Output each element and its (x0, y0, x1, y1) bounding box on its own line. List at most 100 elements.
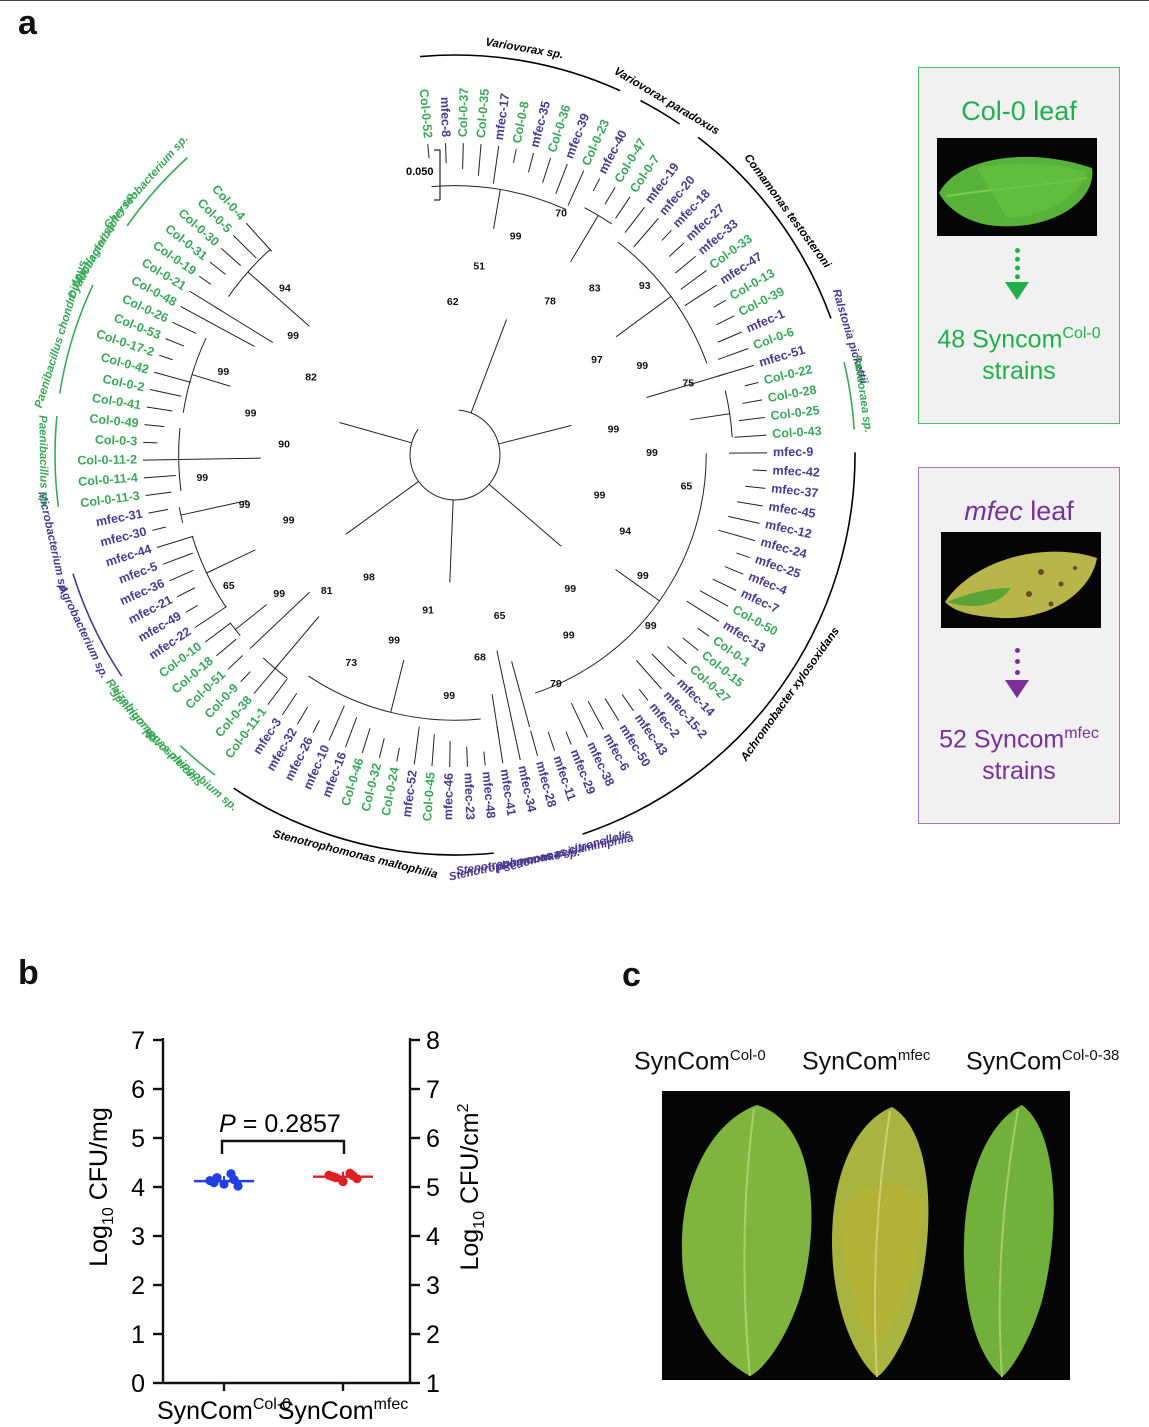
mfec-leaf-box: mfec leaf 52 Syncommfec strains (918, 467, 1120, 824)
tree-terminal-branch (204, 622, 232, 643)
tree-terminal-branch (567, 170, 585, 206)
tree-terminal-branch (209, 261, 226, 275)
tree-terminal-branch (570, 702, 588, 738)
bootstrap-value: 99 (196, 472, 208, 484)
tree-internal-branch (570, 215, 599, 262)
tree-root-branch (339, 422, 412, 444)
tree-terminal-branch (547, 731, 556, 751)
y-tick-label-left: 6 (131, 1076, 145, 1104)
bootstrap-value: 82 (305, 372, 317, 384)
tree-terminal-branch (716, 315, 735, 326)
tree-terminal-branch (724, 566, 744, 575)
tree-leaf-label: Col-0-28 (767, 383, 818, 405)
mfec-leaf-photo (941, 532, 1101, 628)
tree-terminal-branch (661, 229, 672, 241)
tree-internal-arc (182, 337, 207, 413)
tree-terminal-branch (445, 143, 447, 164)
clade-bracket (420, 54, 621, 92)
bootstrap-value: 94 (619, 526, 631, 538)
bootstrap-value: 99 (636, 360, 648, 372)
bootstrap-value: 51 (473, 261, 485, 273)
tree-leaf-label: Col-0-11-4 (78, 471, 139, 489)
clade-bracket (640, 99, 681, 125)
tree-terminal-branch (604, 698, 620, 721)
tree-root-branch (488, 483, 562, 547)
tree-branches (143, 143, 767, 767)
tree-terminal-branch (413, 726, 420, 765)
col0-syncom-count: 48 SyncomCol-0 strains (937, 325, 1101, 386)
tree-terminal-branch (233, 235, 257, 259)
bootstrap-value: 62 (447, 296, 459, 308)
tree-terminal-branch (483, 751, 486, 766)
tree-terminal-branch (542, 157, 552, 183)
tree-terminal-branch (745, 485, 766, 489)
tree-terminal-branch (154, 371, 191, 383)
tree-terminal-branch (752, 469, 767, 472)
tree-terminal-branch (736, 552, 750, 559)
tree-terminal-branch (345, 717, 358, 748)
data-point (328, 1172, 338, 1182)
tree-terminal-branch (712, 578, 737, 591)
tree-leaf-label: Col-0-43 (772, 424, 822, 441)
tree-leaf-label: mfec-37 (771, 481, 820, 500)
bootstrap-value: 99 (608, 424, 620, 436)
tree-terminal-branch (624, 206, 645, 233)
p-value-annotation: P = 0.2857 (219, 1110, 346, 1154)
clade-bracket (697, 136, 832, 319)
scale-bar: 0.050 (406, 149, 441, 201)
tree-leaf-label: Col-0-2 (101, 372, 145, 395)
y-tick-label-right: 6 (426, 1125, 440, 1153)
tree-internal-arc (584, 207, 613, 225)
tree-terminal-branch (296, 706, 308, 725)
clade-bracket (72, 573, 123, 677)
tree-leaf-label: mfec-45 (768, 499, 817, 521)
y-tick-label-left: 4 (131, 1174, 145, 1202)
col0-arrowhead-icon (1005, 282, 1029, 300)
y-tick-label-right: 5 (426, 1174, 440, 1202)
tree-terminal-branch (615, 196, 631, 219)
bootstrap-value: 99 (564, 583, 576, 595)
c-label-col0-38: SynComCol-0-38 (966, 1047, 1120, 1076)
tree-root-branch (345, 481, 419, 535)
bootstrap-value: 99 (273, 588, 285, 600)
tree-leaf-label: Col-0-3 (95, 433, 138, 449)
tree-internal-branch (206, 320, 255, 347)
y-tick-label-right: 3 (426, 1272, 440, 1300)
tree-terminal-branch (194, 606, 227, 628)
tree-terminal-branch (604, 186, 616, 205)
tree-internal-arc (262, 657, 288, 679)
tree-leaf-label: Col-0-11-3 (79, 489, 140, 511)
y-tick-label-right: 2 (426, 1321, 440, 1349)
tree-terminal-branch (718, 529, 756, 542)
tree-terminal-branch (144, 424, 165, 428)
tree-terminal-branch (713, 299, 727, 308)
tree-terminal-branch (592, 178, 601, 192)
tree-leaf-label: mfec-17 (492, 92, 512, 141)
tree-root-arc (409, 409, 501, 501)
tree-terminal-branch (684, 284, 717, 307)
tree-terminal-branch (742, 399, 763, 404)
mfec-box-title: mfec leaf (964, 496, 1074, 526)
tree-terminal-branch (717, 331, 742, 343)
tree-terminal-branch (512, 148, 517, 163)
tree-terminal-branch (431, 734, 435, 767)
tree-terminal-branch (253, 664, 279, 694)
tree-leaf-label: mfec-23 (461, 772, 477, 820)
tree-terminal-branch (143, 475, 176, 479)
col0-leaf-box: Col-0 leaf 48 SyncomCol-0 strains (918, 67, 1120, 424)
tree-terminal-branch (180, 306, 209, 323)
tree-terminal-branch (396, 747, 400, 762)
tree-terminal-branch (744, 382, 759, 387)
tree-terminal-branch (427, 144, 430, 159)
tree-terminal-branch (185, 604, 198, 613)
bootstrap-value: 99 (283, 515, 295, 527)
y-tick-label-left: 0 (131, 1370, 145, 1398)
tree-internal-branch (511, 661, 531, 728)
tree-terminal-branch (165, 338, 185, 347)
tree-terminal-branch (227, 655, 244, 670)
tree-internal-branch (214, 306, 274, 344)
tree-leaf-label: mfec-52 (400, 769, 420, 818)
clade-label: Rhizobium sp. (103, 677, 161, 746)
tree-internal-branch (191, 374, 231, 387)
